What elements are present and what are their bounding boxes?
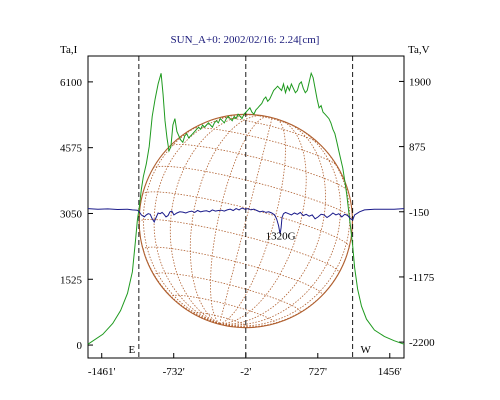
- x-tick-label: -1461': [88, 366, 116, 378]
- annotation-label: 1320G: [266, 231, 296, 243]
- right-tick-label: 1900: [409, 76, 432, 88]
- longitude-line: [219, 117, 273, 324]
- left-axis-ticks: 0 1525 3050 4575 6100: [60, 77, 93, 352]
- left-tick-label: 1525: [60, 274, 83, 286]
- series-group: [87, 71, 405, 345]
- right-tick-label: -150: [409, 207, 430, 219]
- right-axis-ticks: -2200 -1175 -150 875 1900: [399, 76, 435, 349]
- left-tick-label: 3050: [60, 208, 83, 220]
- latitude-line: [171, 294, 276, 325]
- latitude-line: [138, 219, 340, 274]
- marker-label: E: [128, 344, 135, 356]
- series-line-ta-i: [87, 71, 405, 345]
- latitude-line: [152, 165, 353, 220]
- solar-disk-grid: [138, 113, 354, 329]
- latitude-line: [218, 117, 320, 144]
- longitude-line: [219, 323, 232, 327]
- x-tick-label: 727': [309, 366, 328, 378]
- longitude-line: [189, 115, 265, 324]
- right-axis-label: Ta,V: [408, 44, 430, 56]
- longitude-line: [219, 125, 341, 326]
- right-tick-label: 875: [409, 142, 426, 154]
- longitude-line: [219, 247, 350, 328]
- latitude-line: [153, 272, 301, 314]
- left-tick-label: 4575: [60, 143, 83, 155]
- series-line-ta-v: [87, 207, 405, 235]
- longitude-line: [138, 194, 220, 324]
- longitude-line: [210, 116, 268, 324]
- longitude-line: [169, 114, 257, 324]
- x-tick-label: 1456': [378, 366, 402, 378]
- x-tick-label: -2': [240, 366, 251, 378]
- x-axis-ticks: -1461' -732' -2' 727' 1456': [88, 353, 402, 378]
- longitude-line: [219, 119, 307, 324]
- longitude-line: [142, 116, 225, 324]
- latitude-line: [170, 144, 349, 192]
- left-tick-label: 0: [77, 340, 83, 352]
- latitude-line: [142, 246, 323, 296]
- chart-title: SUN_A+0: 2002/02/16: 2.24[cm]: [171, 34, 320, 46]
- left-tick-label: 6100: [60, 77, 83, 89]
- left-axis-label: Ta,I: [60, 44, 78, 56]
- right-tick-label: -2200: [409, 337, 435, 349]
- longitude-line: [219, 118, 286, 324]
- longitude-line: [219, 122, 326, 325]
- right-tick-label: -1175: [409, 272, 435, 284]
- longitude-line: [219, 323, 223, 326]
- longitude-line: [219, 139, 351, 327]
- marker-label: W: [360, 344, 371, 356]
- x-tick-label: -732': [163, 366, 185, 378]
